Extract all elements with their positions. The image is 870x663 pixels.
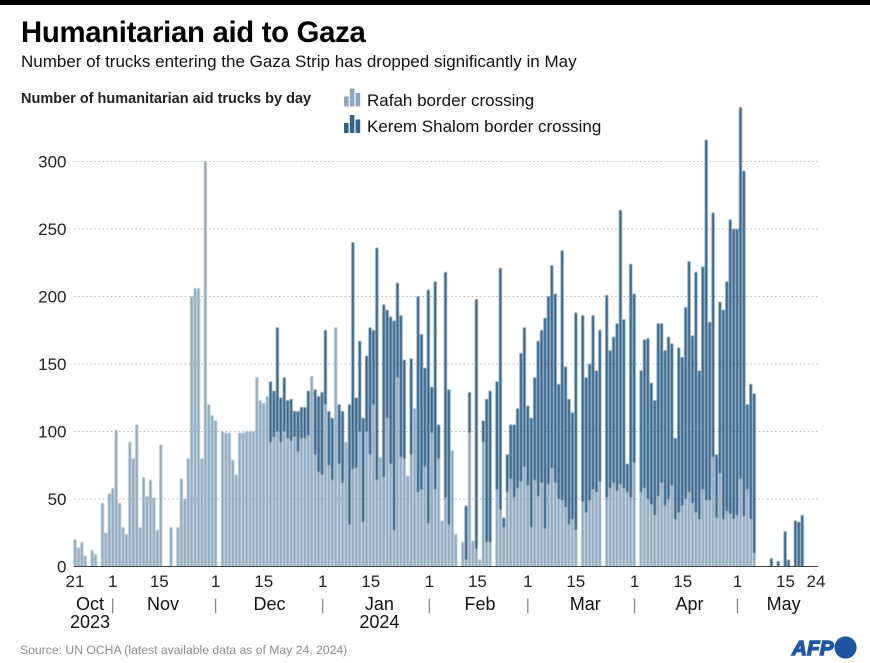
svg-text:15: 15 [673,572,692,591]
svg-text:15: 15 [254,572,273,591]
svg-text:Rafah border crossing: Rafah border crossing [367,91,534,110]
svg-text:300: 300 [38,153,66,172]
svg-text:|: | [526,597,530,614]
svg-text:100: 100 [38,423,66,442]
svg-text:Oct: Oct [76,594,104,614]
svg-text:1: 1 [630,572,639,591]
svg-text:Feb: Feb [464,594,495,614]
svg-text:Apr: Apr [675,594,703,614]
svg-text:15: 15 [150,572,169,591]
svg-text:15: 15 [776,572,795,591]
svg-text:1: 1 [211,572,220,591]
svg-text:0: 0 [57,558,66,577]
svg-text:1: 1 [318,572,327,591]
svg-text:Nov: Nov [147,594,179,614]
svg-text:1: 1 [425,572,434,591]
svg-text:May: May [767,594,801,614]
svg-text:15: 15 [566,572,585,591]
svg-text:24: 24 [807,572,826,591]
svg-text:Dec: Dec [253,594,285,614]
svg-text:Mar: Mar [570,594,601,614]
svg-text:200: 200 [38,288,66,307]
svg-text:50: 50 [48,490,67,509]
svg-text:|: | [735,597,739,614]
svg-text:15: 15 [468,572,487,591]
svg-text:2024: 2024 [359,612,399,632]
svg-text:|: | [633,597,637,614]
svg-text:1: 1 [523,572,532,591]
svg-text:15: 15 [361,572,380,591]
svg-text:250: 250 [38,220,66,239]
svg-text:|: | [321,597,325,614]
svg-text:2023: 2023 [70,612,110,632]
svg-text:150: 150 [38,355,66,374]
svg-text:AFP: AFP [791,637,834,660]
svg-text:|: | [111,597,115,614]
svg-text:Kerem Shalom border crossing: Kerem Shalom border crossing [367,117,601,136]
svg-text:Jan: Jan [365,594,394,614]
svg-text:1: 1 [108,572,117,591]
svg-text:|: | [427,597,431,614]
svg-text:1: 1 [733,572,742,591]
svg-text:|: | [214,597,218,614]
svg-text:21: 21 [66,572,85,591]
